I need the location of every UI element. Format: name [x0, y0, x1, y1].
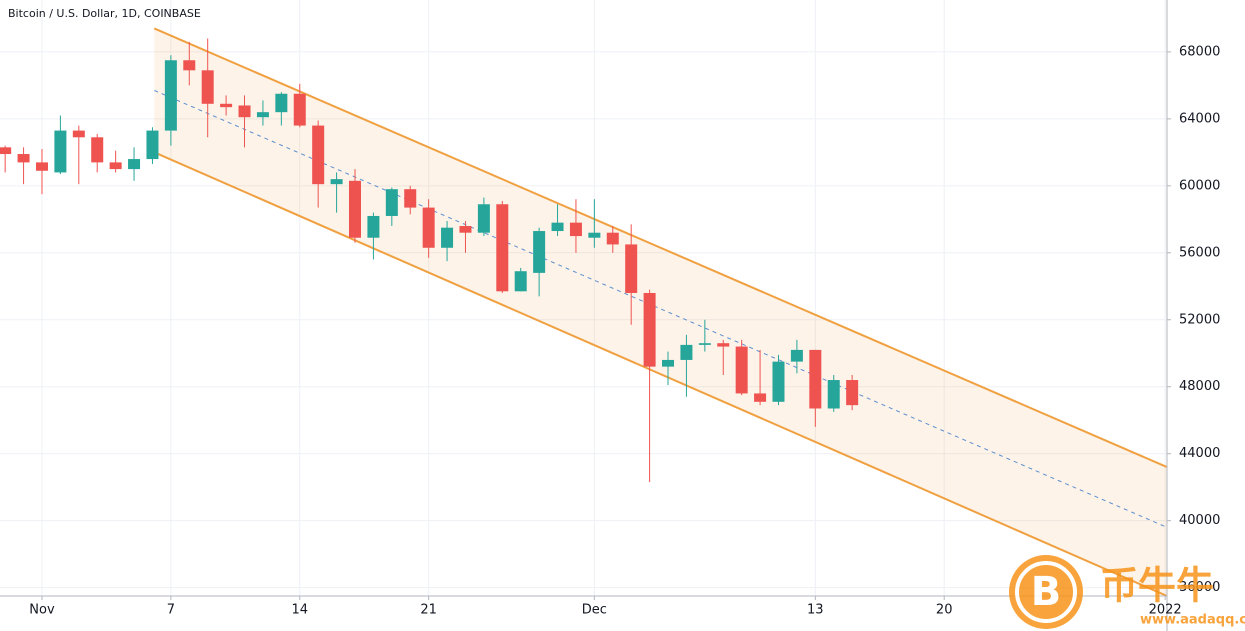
- candle-body: [293, 93, 306, 126]
- watermark-coin-ring: [1015, 561, 1077, 623]
- candle-body: [0, 147, 12, 155]
- y-tick-label: 44000: [1179, 446, 1220, 461]
- watermark-url: www.aadaqq.com: [1140, 613, 1245, 628]
- y-tick-label: 36000: [1179, 580, 1220, 595]
- candle-body: [514, 271, 527, 292]
- candle-body: [754, 393, 767, 402]
- candle-body: [238, 105, 251, 118]
- candle-body: [109, 162, 122, 170]
- y-tick-label: 56000: [1179, 245, 1220, 260]
- x-tick-label: Nov: [29, 603, 55, 618]
- candle-body: [625, 244, 638, 293]
- x-tick-label: 7: [167, 603, 175, 618]
- candle-body: [496, 204, 509, 292]
- x-tick-label: 21: [420, 603, 437, 618]
- candle-body: [275, 93, 288, 113]
- y-tick-label: 40000: [1179, 513, 1220, 528]
- candle-body: [698, 343, 711, 345]
- candle-body: [256, 112, 269, 118]
- candle-body: [569, 222, 582, 237]
- candle-body: [643, 292, 656, 367]
- candle-body: [662, 359, 675, 367]
- candle-body: [735, 346, 748, 394]
- candle-body: [54, 130, 67, 173]
- candle-body: [680, 344, 693, 360]
- y-tick-label: 48000: [1179, 379, 1220, 394]
- candle-body: [717, 343, 730, 347]
- y-tick-label: 60000: [1179, 178, 1220, 193]
- candle-body: [846, 380, 859, 406]
- watermark-brand: 币牛牛: [1100, 564, 1214, 608]
- y-tick-label: 64000: [1179, 111, 1220, 126]
- x-tick-label: 2022: [1149, 603, 1182, 618]
- chart-title: Bitcoin / U.S. Dollar, 1D, COINBASE: [8, 7, 201, 20]
- axes: 36000 40000 44000 48000 52000 56000 60000 64000…: [29, 44, 1220, 617]
- candle-body: [72, 130, 85, 138]
- channel-lower: [153, 151, 1168, 597]
- candle-body: [183, 60, 196, 71]
- candle-body: [533, 231, 546, 273]
- candle-body: [348, 180, 361, 238]
- candle-body: [606, 232, 619, 245]
- candle-body: [164, 60, 177, 131]
- y-tick-label: 52000: [1179, 312, 1220, 327]
- x-tick-label: 13: [807, 603, 824, 618]
- watermark: B 币牛牛 www.aadaqq.com: [1009, 555, 1245, 629]
- candle-body: [404, 189, 417, 208]
- channel-upper: [153, 27, 1168, 469]
- candle-body: [477, 204, 490, 233]
- candle-body: [809, 349, 822, 409]
- watermark-coin: [1009, 555, 1083, 629]
- candle-body: [201, 70, 214, 104]
- candle-body: [35, 162, 48, 171]
- candle-body: [146, 130, 159, 160]
- channel-area: [154, 28, 1167, 596]
- candle-body: [827, 380, 840, 409]
- candle-body: [385, 189, 398, 216]
- candle-body: [330, 179, 343, 185]
- candle-body: [367, 215, 380, 238]
- y-tick-label: 68000: [1179, 44, 1220, 59]
- candle-body: [220, 103, 233, 108]
- candle-body: [422, 207, 435, 248]
- candle-body: [551, 222, 564, 232]
- candle-body: [441, 227, 454, 248]
- candle-body: [790, 349, 803, 362]
- candle-body: [91, 137, 104, 163]
- candle-body: [17, 154, 30, 163]
- candle-body: [128, 159, 141, 170]
- x-tick-label: 20: [936, 603, 953, 618]
- plot: [0, 27, 1168, 597]
- watermark-coin-symbol: B: [1031, 569, 1062, 615]
- candle-body: [588, 232, 601, 238]
- candle-body: [312, 125, 325, 185]
- x-tick-label: 14: [291, 603, 308, 618]
- candle-body: [459, 226, 472, 233]
- x-tick-label: Dec: [582, 603, 607, 618]
- candle-body: [772, 361, 785, 402]
